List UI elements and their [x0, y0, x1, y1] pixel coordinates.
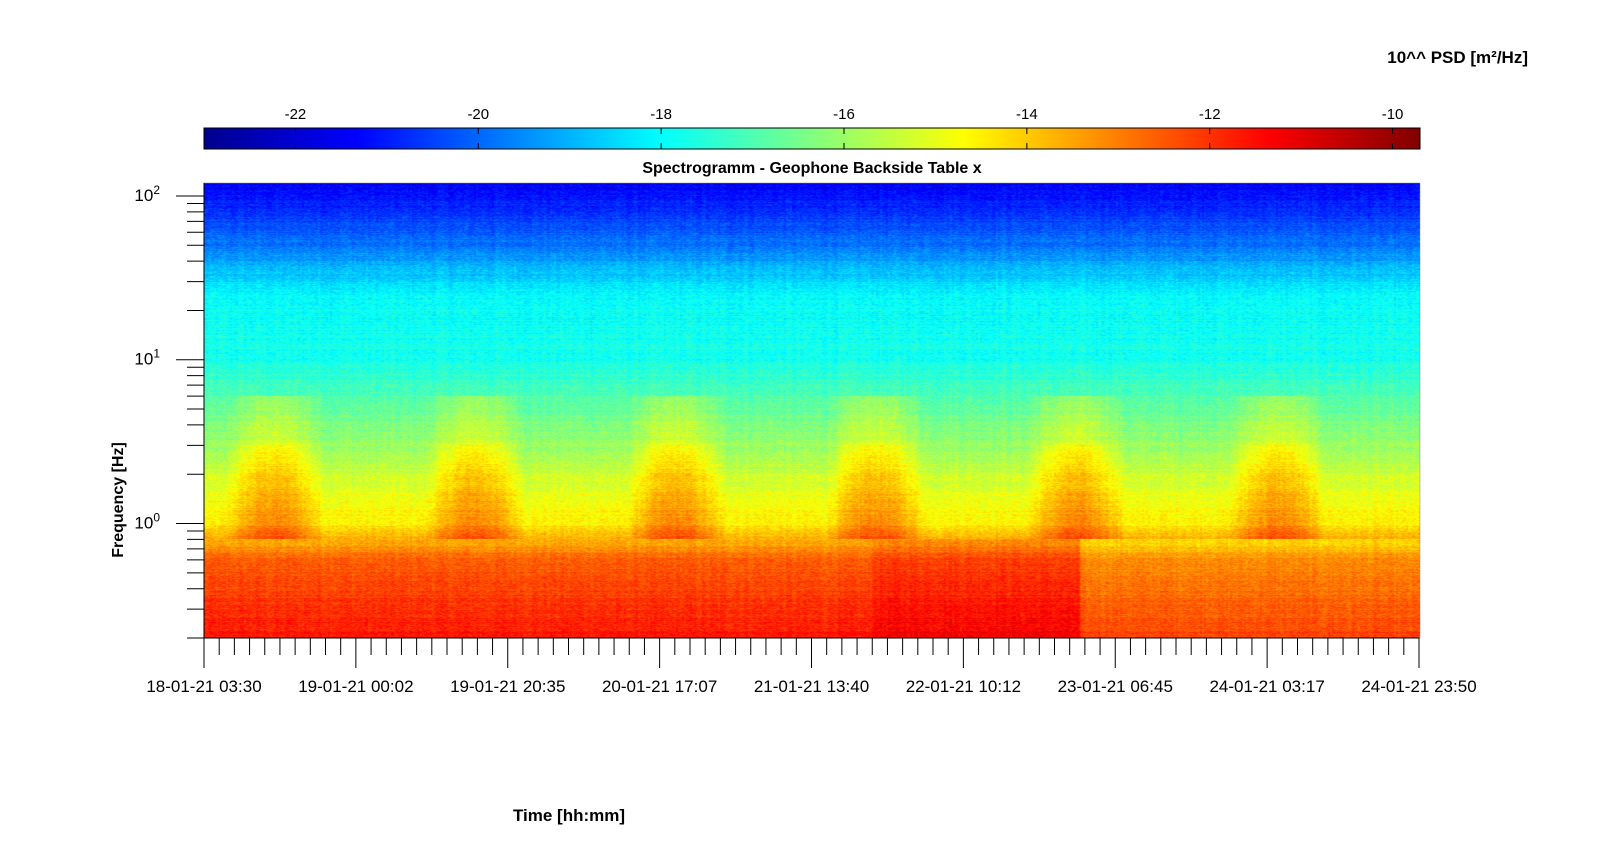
- colorbar-tick-label: -10: [1382, 106, 1404, 123]
- colorbar-tick-label: -14: [1016, 106, 1038, 123]
- y-axis-label: Frequency [Hz]: [110, 442, 127, 558]
- colorbar-tick-label: -22: [285, 106, 307, 123]
- y-axis: 100 101 102: [134, 183, 205, 639]
- colorbar-tick-label: -18: [650, 106, 672, 123]
- colorbar-label: 10^^ PSD [m²/Hz]: [1387, 48, 1528, 67]
- colorbar-ticks: -22 -20 -18 -16 -14 -12 -10: [285, 106, 1404, 149]
- chart-title: Spectrogramm - Geophone Backside Table x: [642, 160, 981, 177]
- y-tick-label: 102: [134, 183, 160, 205]
- x-axis: 18-01-21 03:30 19-01-21 00:02 19-01-21 20:…: [146, 637, 1477, 696]
- x-axis-label: Time [hh:mm]: [513, 806, 625, 825]
- x-tick-label: 19-01-21 00:02: [298, 677, 413, 696]
- colorbar: [203, 127, 1421, 150]
- y-tick-label: 100: [134, 511, 160, 533]
- x-tick-label: 23-01-21 06:45: [1058, 677, 1173, 696]
- x-tick-label: 22-01-21 10:12: [906, 677, 1021, 696]
- x-tick-label: 21-01-21 13:40: [754, 677, 869, 696]
- x-tick-label: 19-01-21 20:35: [450, 677, 565, 696]
- x-tick-label: 24-01-21 03:17: [1209, 677, 1324, 696]
- x-tick-label: 18-01-21 03:30: [146, 677, 261, 696]
- colorbar-tick-label: -20: [467, 106, 489, 123]
- colorbar-tick-label: -12: [1199, 106, 1221, 123]
- x-tick-label: 20-01-21 17:07: [602, 677, 717, 696]
- colorbar-tick-label: -16: [833, 106, 855, 123]
- spectrogram-heatmap: [204, 183, 1420, 638]
- y-tick-label: 101: [134, 347, 160, 369]
- x-tick-label: 24-01-21 23:50: [1361, 677, 1476, 696]
